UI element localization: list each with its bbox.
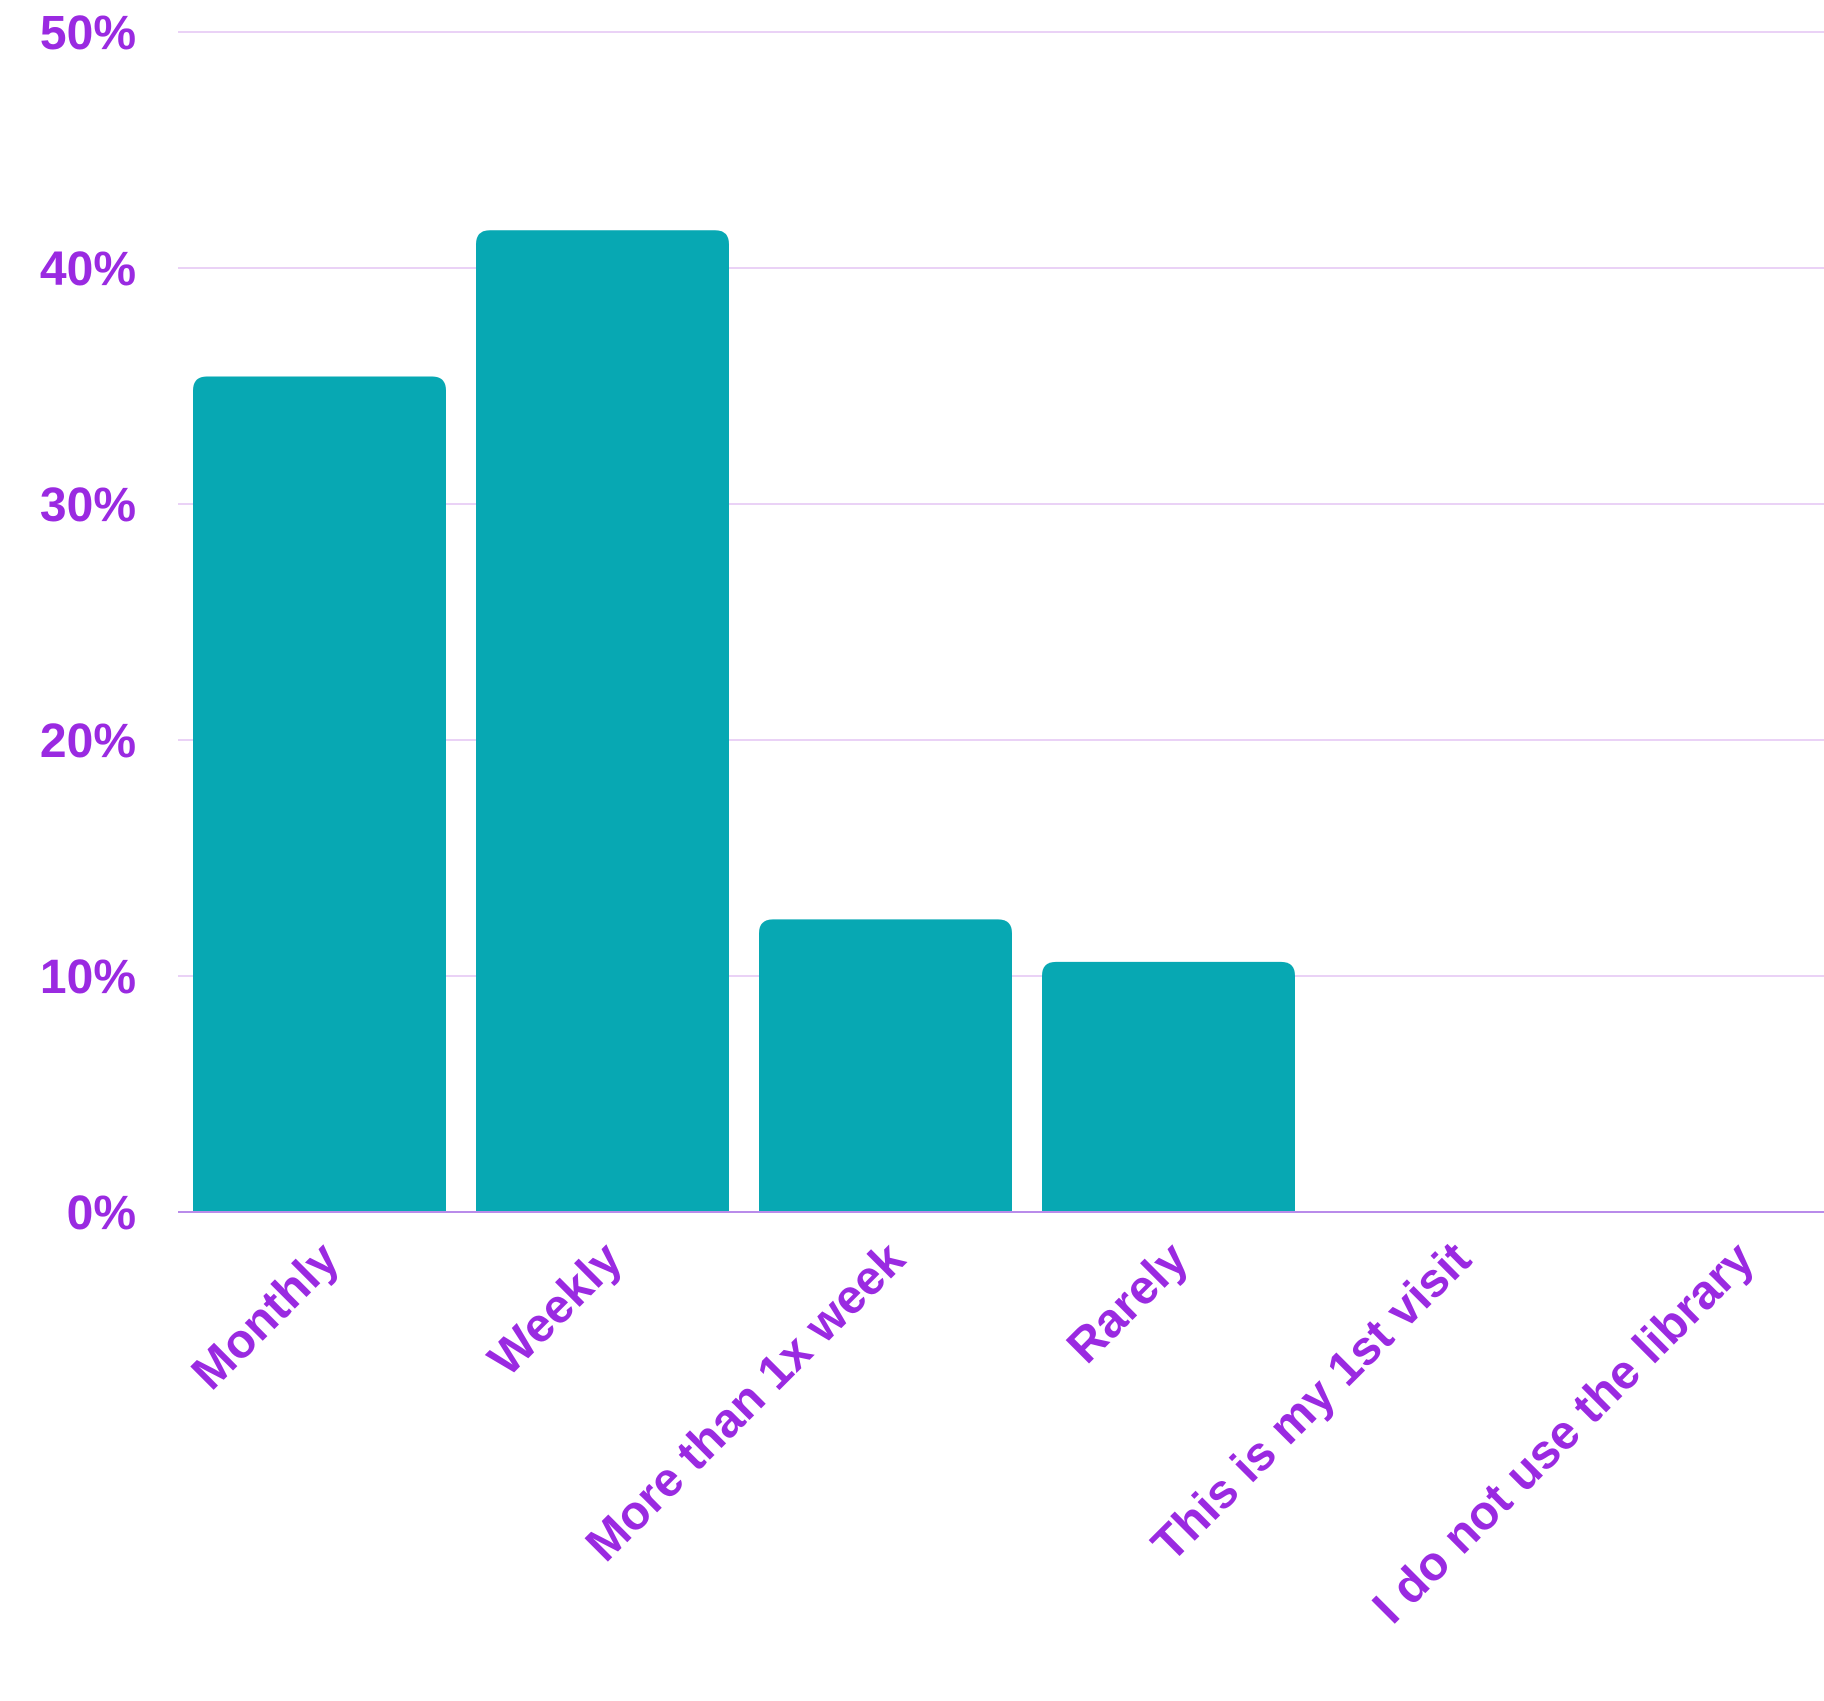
bar-more-than-1x-week [759, 919, 1012, 1212]
bars [193, 230, 1295, 1213]
x-category-label: Rarely [1057, 1232, 1198, 1373]
y-tick-label: 50% [40, 7, 136, 60]
x-category-label: More than 1x week [576, 1232, 915, 1571]
y-tick-label: 10% [40, 951, 136, 1004]
y-tick-label: 20% [40, 715, 136, 768]
y-tick-label: 30% [40, 479, 136, 532]
bar-monthly [193, 376, 446, 1212]
x-category-label: Weekly [478, 1232, 632, 1386]
x-category-label: This is my 1st visit [1142, 1232, 1481, 1571]
y-tick-label: 40% [40, 243, 136, 296]
y-axis-tick-labels: 0% 10% 20% 30% 40% 50% [40, 7, 136, 1240]
gridlines [178, 31, 1824, 977]
x-category-label: Monthly [182, 1232, 350, 1400]
y-tick-label: 0% [67, 1187, 136, 1240]
bar-rarely [1042, 961, 1295, 1212]
bar-weekly [476, 230, 729, 1213]
